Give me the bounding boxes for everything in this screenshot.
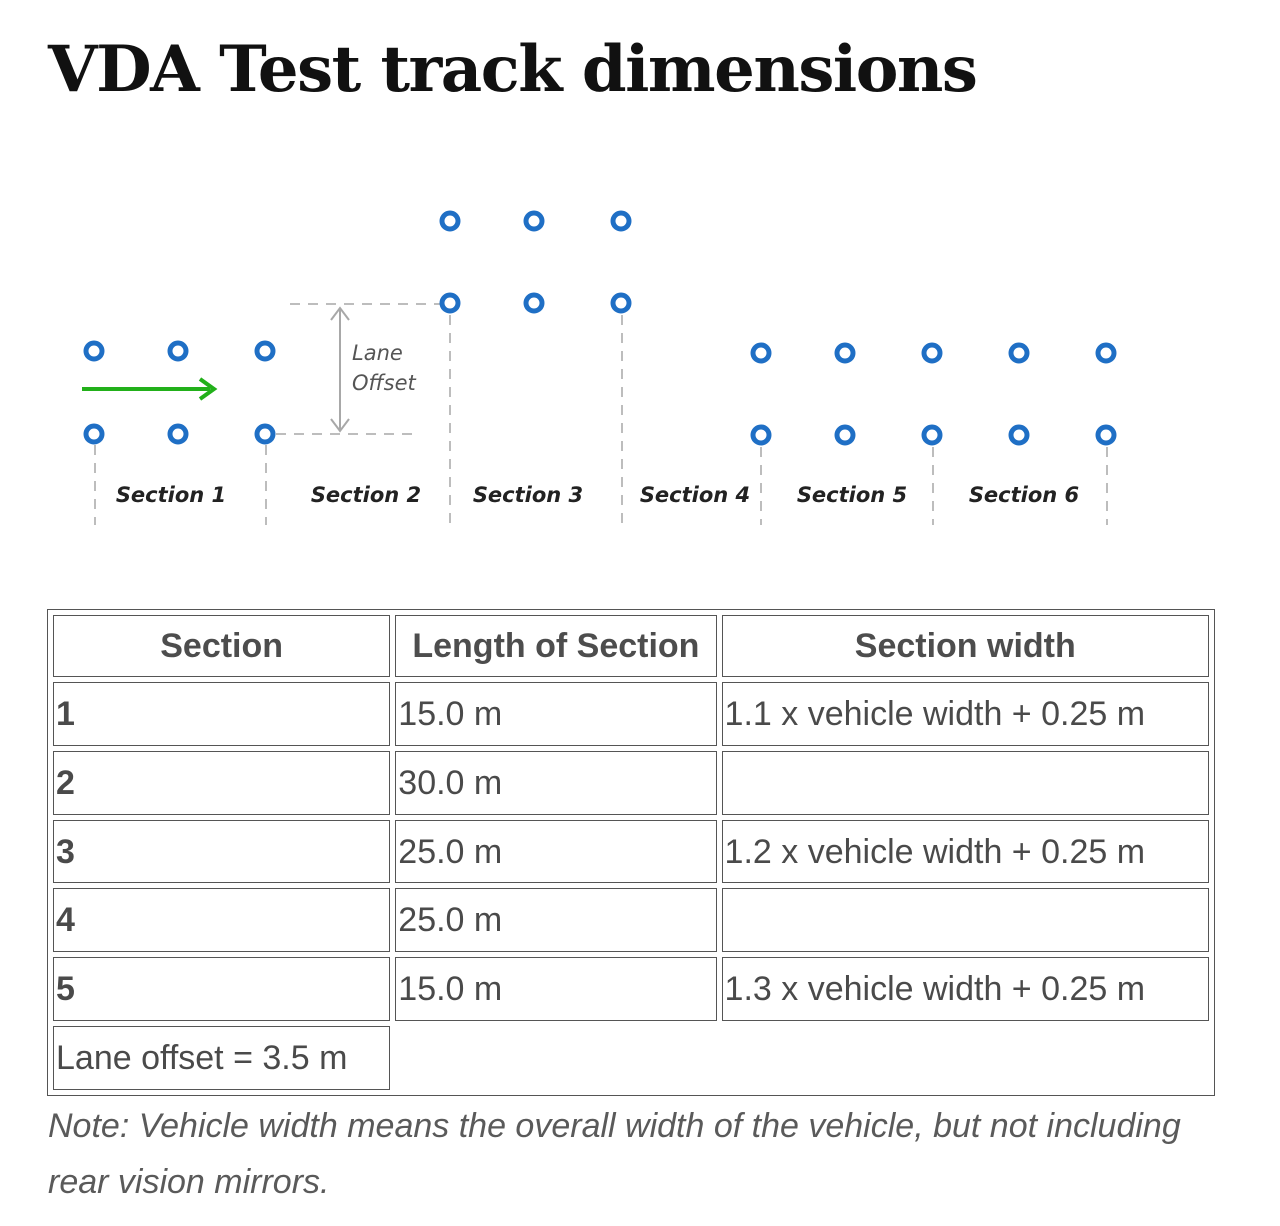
cones xyxy=(83,210,1117,446)
table-row: 3 25.0 m 1.2 x vehicle width + 0.25 m xyxy=(53,819,1209,884)
lane-offset-label: Lane xyxy=(352,341,403,365)
width-cell: 1.2 x vehicle width + 0.25 m xyxy=(721,819,1209,884)
cone-icon xyxy=(750,424,772,446)
page-title: VDA Test track dimensions xyxy=(48,32,978,107)
cone-icon xyxy=(834,342,856,364)
track-diagram: Lane Offset Section 1 Section 2 Section … xyxy=(82,210,1117,525)
section-label: Section 1 xyxy=(116,483,226,507)
cone-icon xyxy=(1095,424,1117,446)
length-cell: 15.0 m xyxy=(395,682,717,746)
empty-cell xyxy=(722,1026,1209,1090)
cone-icon xyxy=(439,292,461,314)
width-cell xyxy=(721,888,1209,953)
section-cell: 2 xyxy=(53,750,391,815)
cone-icon xyxy=(610,292,632,314)
cone-icon xyxy=(167,423,189,445)
section-label: Section 5 xyxy=(797,483,907,507)
table-row: 2 30.0 m xyxy=(53,750,1209,815)
column-header-section: Section xyxy=(53,615,391,677)
section-label: Section 3 xyxy=(473,483,583,507)
table-footer-row: Lane offset = 3.5 m xyxy=(53,1026,1209,1090)
lane-offset-arrow xyxy=(330,306,350,433)
width-cell: 1.1 x vehicle width + 0.25 m xyxy=(721,682,1209,746)
cone-icon xyxy=(254,340,276,362)
section-cell: 3 xyxy=(53,819,391,884)
direction-arrow-icon xyxy=(82,377,218,401)
table-row: 4 25.0 m xyxy=(53,888,1209,953)
section-label: Section 6 xyxy=(969,483,1079,507)
cone-icon xyxy=(83,340,105,362)
cone-icon xyxy=(167,340,189,362)
column-header-length: Length of Section xyxy=(395,615,717,677)
cone-icon xyxy=(610,210,632,232)
cone-icon xyxy=(921,424,943,446)
length-cell: 25.0 m xyxy=(395,888,717,953)
section-cell: 5 xyxy=(53,957,391,1022)
cone-icon xyxy=(523,210,545,232)
length-cell: 30.0 m xyxy=(395,750,717,815)
cone-icon xyxy=(921,342,943,364)
cone-icon xyxy=(834,424,856,446)
cone-icon xyxy=(1008,424,1030,446)
empty-cell xyxy=(395,1026,716,1090)
length-cell: 15.0 m xyxy=(395,957,717,1022)
lane-offset-label: Offset xyxy=(352,371,417,395)
section-dimensions-table: Section Length of Section Section width … xyxy=(47,609,1215,1096)
cone-icon xyxy=(1095,342,1117,364)
section-label: Section 4 xyxy=(640,483,750,507)
cone-icon xyxy=(523,292,545,314)
column-header-width: Section width xyxy=(721,615,1209,677)
cone-icon xyxy=(83,423,105,445)
section-cell: 1 xyxy=(53,682,391,746)
cone-icon xyxy=(750,342,772,364)
guide-lines xyxy=(94,303,1108,525)
vehicle-width-note: Note: Vehicle width means the overall wi… xyxy=(48,1107,1181,1201)
lane-offset-cell: Lane offset = 3.5 m xyxy=(53,1026,391,1090)
table-row: 5 15.0 m 1.3 x vehicle width + 0.25 m xyxy=(53,957,1209,1022)
table-header-row: Section Length of Section Section width xyxy=(53,615,1209,677)
cone-icon xyxy=(1008,342,1030,364)
length-cell: 25.0 m xyxy=(395,819,717,884)
section-label: Section 2 xyxy=(311,483,421,507)
cone-icon xyxy=(439,210,461,232)
width-cell: 1.3 x vehicle width + 0.25 m xyxy=(721,957,1209,1022)
cone-icon xyxy=(254,423,276,445)
width-cell xyxy=(721,750,1209,815)
table-row: 1 15.0 m 1.1 x vehicle width + 0.25 m xyxy=(53,682,1209,746)
section-cell: 4 xyxy=(53,888,391,953)
